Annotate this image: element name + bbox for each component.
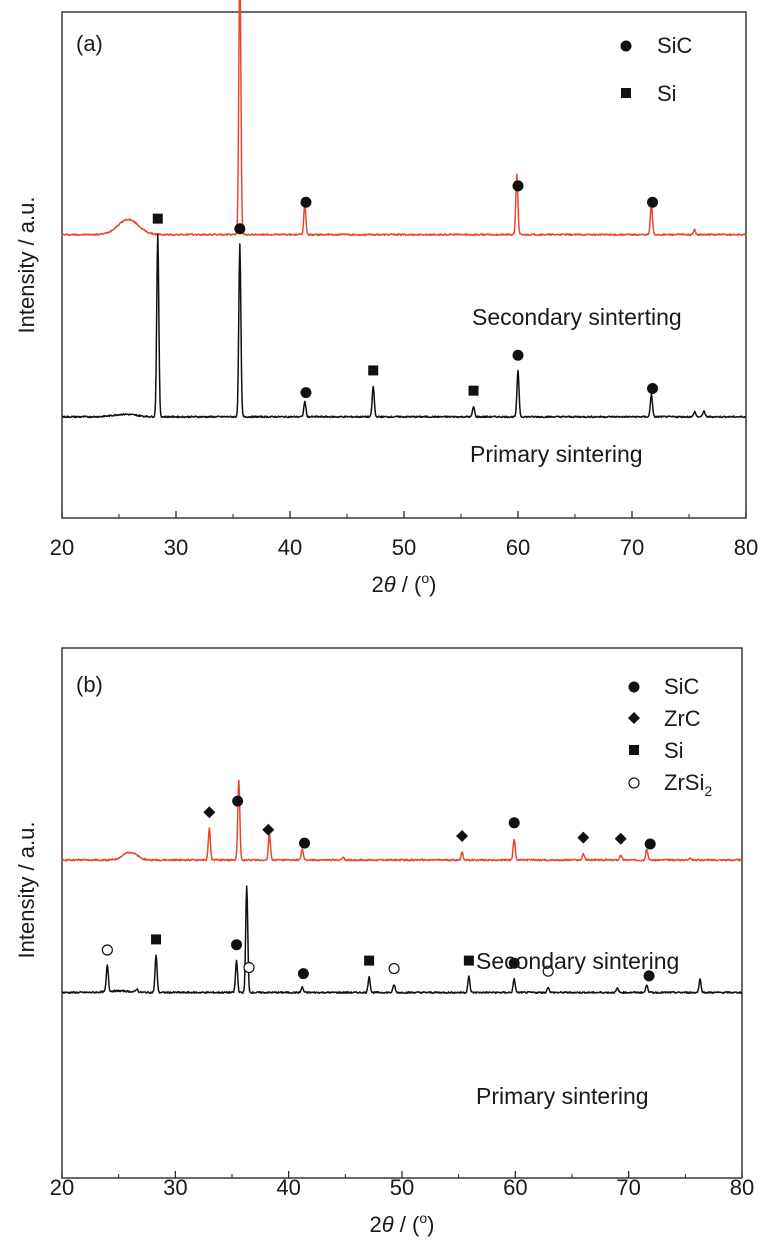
panel-a-x-ticks: 20 30 40 50 60 70 80 <box>50 511 758 560</box>
x-tick-label: 60 <box>506 535 530 560</box>
zrsi2-marker-icon <box>243 961 255 974</box>
x-tick-label: 30 <box>164 535 188 560</box>
panel-b-traces <box>61 779 743 995</box>
panel-b-legend: SiC ZrC Si ZrSi2 <box>628 674 712 799</box>
sic-marker-icon <box>508 817 520 829</box>
panel-a-secondary-label: Secondary sinterting <box>472 304 682 330</box>
panel-b-chart: 20 30 40 50 60 70 80 (b) SiC ZrC Si ZrSi2 Seco… <box>14 647 754 1237</box>
panel-a-traces <box>61 0 747 419</box>
sic-marker-icon <box>231 939 243 951</box>
zrc-marker-icon <box>614 832 627 845</box>
panel-a-y-label: Intensity / a.u. <box>14 197 39 334</box>
x-tick-label: 20 <box>50 535 74 560</box>
panel-b-legend-sic: SiC <box>664 674 700 699</box>
xrd-trace-primary <box>61 885 743 995</box>
panel-b-legend-si: Si <box>664 738 684 763</box>
panel-a-label: (a) <box>76 31 103 56</box>
x-tick-label: 50 <box>390 1175 414 1200</box>
x-tick-label: 40 <box>278 535 302 560</box>
x-tick-label: 50 <box>392 535 416 560</box>
panel-b-label: (b) <box>76 672 103 697</box>
zrc-marker-icon <box>203 806 216 819</box>
panel-b-plot-area: 20 30 40 50 60 70 80 <box>50 647 754 1200</box>
sic-marker-icon <box>300 196 312 208</box>
zrc-marker-icon <box>262 823 275 836</box>
x-tick-label: 30 <box>163 1175 187 1200</box>
si-marker-icon <box>364 955 375 966</box>
zrsi2-marker-icon <box>388 962 400 975</box>
xrd-trace-secondary <box>61 779 743 862</box>
zrc-marker-icon <box>577 831 590 844</box>
xrd-trace-secondary <box>61 0 747 237</box>
panel-a-primary-label: Primary sintering <box>470 441 643 467</box>
sic-marker-icon <box>512 349 524 361</box>
legend-sic-circle-icon <box>620 40 632 52</box>
sic-marker-icon <box>647 383 659 395</box>
x-tick-label: 60 <box>503 1175 527 1200</box>
x-tick-label: 80 <box>734 535 758 560</box>
x-tick-label: 80 <box>730 1175 754 1200</box>
sic-marker-icon <box>647 196 659 208</box>
sic-marker-icon <box>508 957 520 969</box>
panel-a-chart: 20 30 40 50 60 70 80 (a) SiC Si Secondary sint… <box>14 0 758 597</box>
si-marker-icon <box>151 934 162 945</box>
panel-b-legend-zrc: ZrC <box>664 706 701 731</box>
x-tick-label: 40 <box>276 1175 300 1200</box>
si-marker-icon <box>368 365 379 376</box>
panel-a-legend: SiC Si <box>620 33 693 106</box>
sic-marker-icon <box>299 837 311 849</box>
panel-b-x-label: 2θ / (o) <box>370 1210 435 1237</box>
panel-b-y-label: Intensity / a.u. <box>14 822 39 959</box>
si-marker-icon <box>468 385 479 396</box>
legend-si-square-icon <box>621 88 631 98</box>
legend-zrc-diamond-icon <box>628 712 640 724</box>
sic-marker-icon <box>300 387 312 399</box>
zrc-marker-icon <box>456 830 469 843</box>
x-tick-label: 20 <box>50 1175 74 1200</box>
sic-marker-icon <box>512 180 524 192</box>
sic-marker-icon <box>643 970 655 982</box>
sic-marker-icon <box>297 968 309 980</box>
panel-a-plot-area: 20 30 40 50 60 70 80 <box>50 0 758 560</box>
panel-a-phase-markers <box>152 180 659 399</box>
sic-marker-icon <box>644 838 656 850</box>
si-marker-icon <box>463 955 474 966</box>
zrsi2-marker-icon <box>101 944 113 956</box>
zrsi2-marker-icon <box>542 965 554 977</box>
panel-b-primary-label: Primary sintering <box>476 1083 649 1109</box>
x-tick-label: 70 <box>620 535 644 560</box>
legend-si-square-icon <box>629 745 639 755</box>
si-marker-icon <box>152 213 163 224</box>
sic-marker-icon <box>234 223 246 235</box>
xrd-trace-primary <box>61 233 747 419</box>
panel-b-secondary-label: Secondary sintering <box>476 948 679 974</box>
panel-a-legend-si: Si <box>657 81 677 106</box>
panel-a-legend-sic: SiC <box>657 33 693 58</box>
panel-b-legend-zrsi2: ZrSi2 <box>664 770 712 799</box>
sic-marker-icon <box>232 795 244 807</box>
panel-a-x-label: 2θ / (o) <box>372 570 437 597</box>
panel-b-x-ticks: 20 30 40 50 60 70 80 <box>50 1171 754 1200</box>
legend-zrsi2-open-circle-icon <box>628 777 640 789</box>
x-tick-label: 70 <box>616 1175 640 1200</box>
panel-a-frame <box>61 11 747 519</box>
panel-b-phase-markers <box>101 795 656 982</box>
legend-sic-circle-icon <box>628 681 640 693</box>
